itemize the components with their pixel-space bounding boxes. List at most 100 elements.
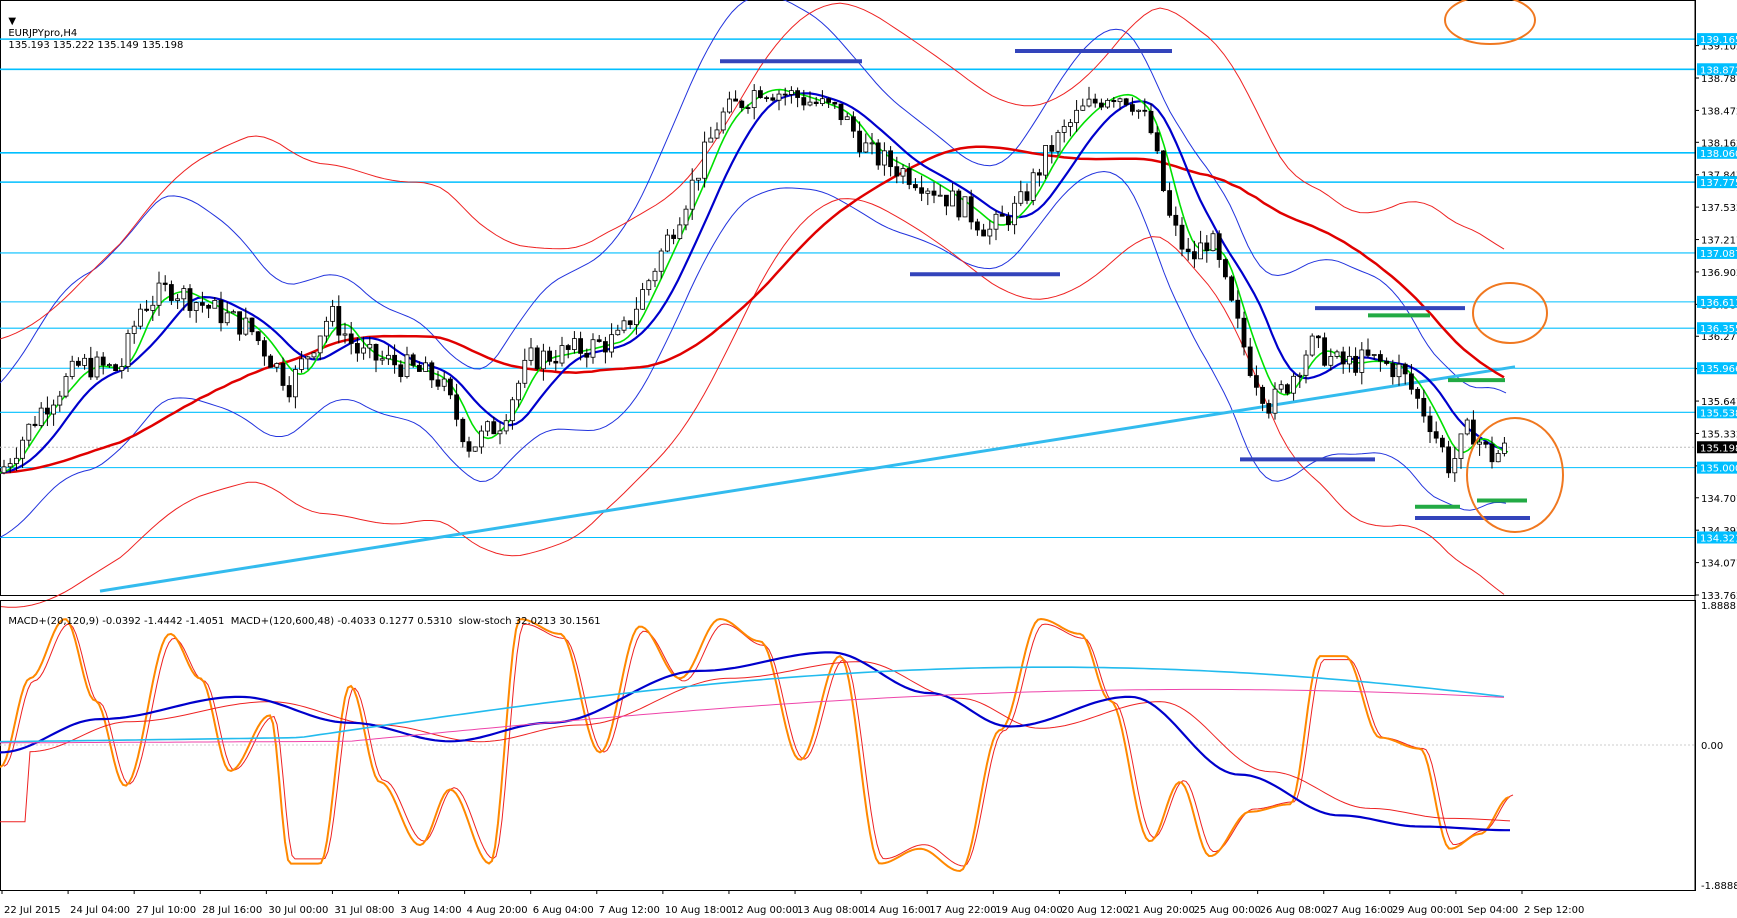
candle-body	[113, 364, 118, 372]
candle-body	[665, 234, 670, 252]
candle-body	[1105, 99, 1110, 108]
candle-body	[565, 345, 571, 350]
x-tick-label: 7 Aug 12:00	[599, 905, 660, 916]
ma-green	[0, 88, 1509, 474]
candle-body	[1371, 354, 1377, 356]
candle-body	[646, 280, 652, 290]
candle-body	[658, 250, 664, 272]
level-label-box	[1697, 406, 1737, 419]
x-tick-label: 26 Aug 08:00	[1260, 905, 1327, 916]
highlight-circle	[1472, 282, 1548, 344]
candle-body	[82, 357, 87, 366]
candle-body	[305, 356, 311, 360]
x-tick-label: 21 Aug 20:00	[1127, 905, 1194, 916]
candle-body	[292, 369, 298, 398]
candle-body	[696, 177, 701, 181]
candle-body	[733, 98, 738, 102]
level-label: 138.872	[1700, 65, 1737, 76]
level-label-box	[1697, 362, 1737, 375]
candle-body	[596, 339, 602, 342]
candle-body	[1260, 386, 1265, 404]
candle-body	[1247, 346, 1253, 376]
x-tick-label: 6 Aug 04:00	[533, 905, 594, 916]
indicator-panel	[0, 600, 1696, 891]
candle-body	[720, 111, 726, 131]
x-tick-label: 31 Jul 08:00	[334, 905, 394, 916]
candle-body	[956, 190, 962, 218]
level-label-box	[1697, 531, 1737, 544]
candle-body	[454, 394, 460, 420]
candle-body	[553, 360, 559, 364]
macd-slow-signal	[0, 688, 1505, 744]
candle-body	[1235, 299, 1241, 319]
candle-body	[1223, 259, 1228, 278]
level-label-box	[1697, 246, 1737, 259]
candle-body	[708, 137, 714, 143]
candle-body	[311, 352, 317, 358]
candle-body	[497, 430, 503, 435]
x-tick-label: 10 Aug 18:00	[665, 905, 732, 916]
candle-body	[1291, 375, 1296, 394]
candle-body	[1030, 172, 1036, 201]
bollinger-upper-red	[0, 2, 1505, 340]
candle-body	[913, 184, 918, 189]
candle-body	[88, 357, 94, 378]
candle-body	[776, 93, 782, 101]
candle-body	[1111, 99, 1117, 103]
candle-body	[1495, 453, 1501, 463]
candle-body	[107, 364, 112, 366]
candle-body	[640, 289, 645, 310]
candle-body	[336, 306, 342, 336]
candle-body	[1483, 441, 1489, 445]
candle-body	[801, 97, 807, 106]
candle-body	[987, 228, 993, 237]
candle-body	[1216, 233, 1222, 260]
dropdown-triangle-icon[interactable]: ▼	[8, 16, 17, 27]
level-label: 136.355	[1700, 324, 1737, 335]
candle-body	[410, 354, 416, 366]
y-tick-label: 137.217	[1701, 236, 1737, 247]
x-tick-label: 27 Jul 10:00	[136, 905, 196, 916]
candle-body	[541, 350, 546, 370]
level-label: 136.611	[1700, 298, 1737, 309]
candle-body	[875, 142, 881, 166]
y-tick-label: 138.787	[1701, 74, 1737, 85]
candle-body	[1055, 131, 1061, 152]
level-label-box	[1697, 33, 1737, 46]
candle-body	[1309, 335, 1315, 356]
level-label: 135.000	[1700, 464, 1737, 475]
macd-fast-signal	[0, 661, 1511, 823]
candle-body	[181, 288, 187, 300]
candle-body	[156, 282, 162, 306]
candle-body	[317, 335, 323, 354]
level-label: 135.966	[1700, 364, 1737, 375]
candle-body	[807, 101, 813, 106]
candle-body	[770, 97, 776, 101]
candle-body	[1229, 276, 1234, 301]
x-tick-label: 12 Aug 00:00	[731, 905, 798, 916]
candle-body	[206, 304, 212, 309]
x-tick-label: 14 Aug 16:00	[863, 905, 930, 916]
candle-body	[1278, 384, 1284, 390]
highlight-circle	[1444, 0, 1536, 45]
ma-red	[0, 145, 1505, 475]
candle-body	[485, 421, 491, 432]
candle-body	[584, 352, 590, 358]
candle-body	[1148, 110, 1154, 134]
candle-body	[795, 90, 800, 98]
candle-body	[962, 196, 968, 218]
candle-body	[503, 420, 509, 432]
level-label-box	[1697, 295, 1737, 308]
candle-body	[1384, 360, 1389, 364]
candle-body	[1167, 190, 1172, 216]
candle-body	[1198, 242, 1203, 260]
candle-body	[1378, 354, 1383, 362]
y-tick-label: 134.077	[1701, 559, 1737, 570]
candle-body	[330, 306, 336, 322]
candle-body	[838, 103, 844, 121]
candle-body	[249, 317, 255, 333]
candle-body	[1409, 373, 1414, 390]
candle-body	[385, 354, 391, 360]
candle-body	[1173, 214, 1179, 226]
candle-body	[689, 179, 695, 210]
